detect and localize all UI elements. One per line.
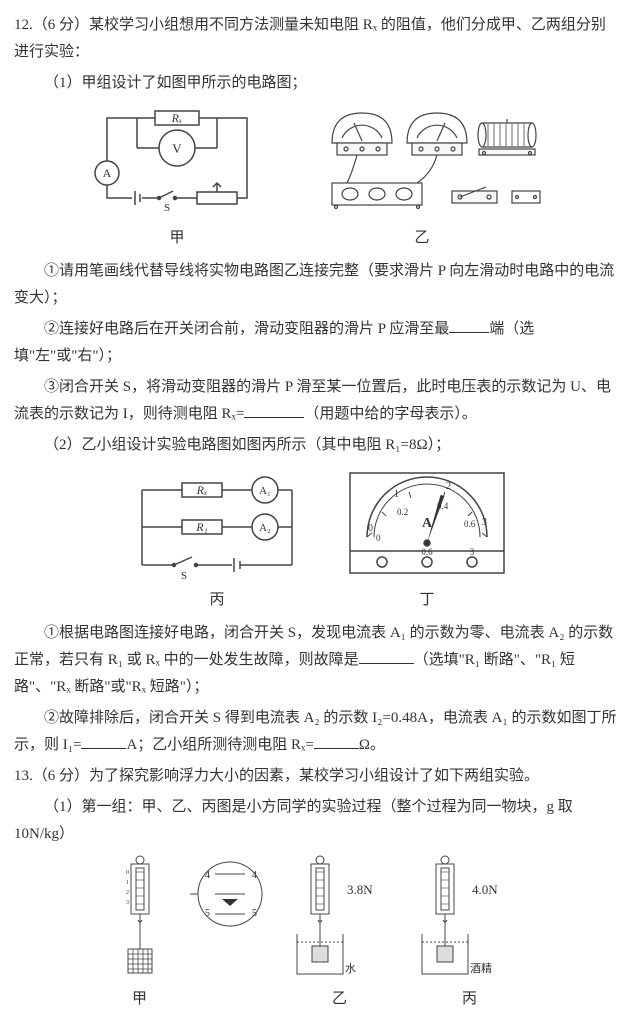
scale-bot-3: 0.6: [464, 519, 476, 529]
s-label-2: S: [181, 570, 187, 582]
blank-i1: [81, 733, 126, 749]
q12-header: 12.（6 分）某校学习小组想用不同方法测量未知电阻 Rₓ 的阻值，他们分成甲、…: [14, 12, 620, 66]
reading-bing: 4.0N: [472, 882, 498, 897]
scale-bot-0: 0: [376, 533, 381, 543]
q13-inset-svg: 4 5 4 5: [190, 854, 270, 934]
fig-bing-block: Rₓ A₁ R₁ A₂ S: [122, 475, 312, 614]
a2-label: A₂: [259, 522, 271, 534]
ammeter-ding-svg: 0 1 2 3 0 0.2 0.4 0.6 A －: [342, 465, 512, 585]
q13-jia-block: 0 1 2 3 甲: [105, 854, 175, 1013]
tick2: 2: [126, 890, 129, 896]
inset-5: 5: [205, 908, 210, 919]
fig-row-bing-ding: Rₓ A₁ R₁ A₂ S: [14, 465, 620, 614]
fig-row-q13: 0 1 2 3 甲: [14, 854, 620, 1013]
liquid-bing: 酒精: [470, 962, 492, 975]
fig-yi-block: 乙: [297, 103, 547, 252]
circuit-bing-svg: Rₓ A₁ R₁ A₂ S: [122, 475, 312, 585]
rx-label-2: Rₓ: [196, 483, 208, 497]
q13-bing-svg: 4.0N 酒精: [410, 854, 530, 984]
blank-left-right: [449, 317, 489, 333]
q13-yi-label: 乙: [285, 986, 395, 1013]
tick3: 3: [126, 900, 129, 906]
q12-p2-step1: ①根据电路图连接好电路，闭合开关 S，发现电流表 A₁ 的示数为零、电流表 A₂…: [14, 620, 620, 701]
term-minus: －: [377, 547, 387, 558]
a-label: A: [103, 166, 112, 180]
q12-p2-step2: ②故障排除后，闭合开关 S 得到电流表 A₂ 的示数 I₂=0.48A，电流表 …: [14, 705, 620, 759]
fig-ding-block: 0 1 2 3 0 0.2 0.4 0.6 A －: [342, 465, 512, 614]
term-3: 3: [470, 547, 475, 557]
r1-label: R₁: [195, 520, 208, 534]
fig-yi-label: 乙: [297, 225, 547, 252]
q13-bing-block: 4.0N 酒精 丙: [410, 854, 530, 1013]
tick1: 1: [126, 880, 129, 886]
fig-bing-label: 丙: [122, 587, 312, 614]
s-label: S: [164, 202, 170, 214]
inset-4r: 4: [252, 870, 257, 881]
q12-p2-step2c: Ω。: [359, 737, 385, 753]
q13-part1: （1）第一组：甲、乙、丙图是小方同学的实验过程（整个过程为同一物块，g 取 10…: [14, 794, 620, 848]
fig-jia-label: 甲: [87, 225, 267, 252]
scale-top-2: 2: [446, 481, 451, 492]
fig-ding-label: 丁: [342, 587, 512, 614]
scale-top-1: 1: [394, 489, 399, 500]
scale-bot-1: 0.2: [397, 507, 408, 517]
scale-top-0: 0: [368, 523, 373, 534]
liquid-yi: 水: [345, 962, 356, 975]
q13-header: 13.（6 分）为了探究影响浮力大小的因素，某校学习小组设计了如下两组实验。: [14, 763, 620, 790]
rx-label: Rₓ: [171, 111, 183, 125]
q12-step3b: （用题中给的字母表示）。: [304, 406, 477, 422]
blank-rx-val: [314, 733, 359, 749]
q13-bing-label: 丙: [410, 986, 530, 1013]
term-06: 0.6: [421, 547, 433, 557]
q12-p2-step2b: A；乙小组所测待测电阻 Rₓ=: [126, 737, 313, 753]
q13-yi-svg: 3.8N 水: [285, 854, 395, 984]
circuit-jia-svg: Rₓ V A S: [87, 103, 267, 223]
a1-label: A₁: [259, 485, 271, 497]
fig-jia-block: Rₓ V A S: [87, 103, 267, 252]
q12-part2-intro: （2）乙小组设计实验电路图如图丙所示（其中电阻 R₁=8Ω）；: [14, 432, 620, 459]
q12-step2: ②连接好电路后在开关闭合前，滑动变阻器的滑片 P 应滑至最端（选填"左"或"右"…: [14, 316, 620, 370]
q12-step1: ①请用笔画线代替导线将实物电路图乙连接完整（要求滑片 P 向左滑动时电路中的电流…: [14, 258, 620, 312]
q13-jia-label: 甲: [105, 986, 175, 1013]
reading-yi: 3.8N: [347, 882, 373, 897]
q13-inset-block: 4 5 4 5: [190, 854, 270, 934]
blank-rx-formula: [244, 402, 304, 418]
inset-4: 4: [205, 870, 210, 881]
q12-part1-intro: （1）甲组设计了如图甲所示的电路图；: [14, 70, 620, 97]
q12-step3: ③闭合开关 S，将滑动变阻器的滑片 P 滑至某一位置后，此时电压表的示数记为 U…: [14, 374, 620, 428]
q13-yi-block: 3.8N 水 乙: [285, 854, 395, 1013]
fig-row-jia-yi: Rₓ V A S: [14, 103, 620, 252]
blank-fault: [359, 648, 414, 664]
q13-jia-svg: 0 1 2 3: [105, 854, 175, 984]
tick0: 0: [126, 870, 129, 876]
apparatus-yi-svg: [297, 103, 547, 223]
q12-step2a: ②连接好电路后在开关闭合前，滑动变阻器的滑片 P 应滑至最: [44, 321, 449, 337]
inset-5r: 5: [252, 908, 257, 919]
v-label: V: [172, 141, 182, 156]
scale-top-3: 3: [482, 517, 487, 528]
